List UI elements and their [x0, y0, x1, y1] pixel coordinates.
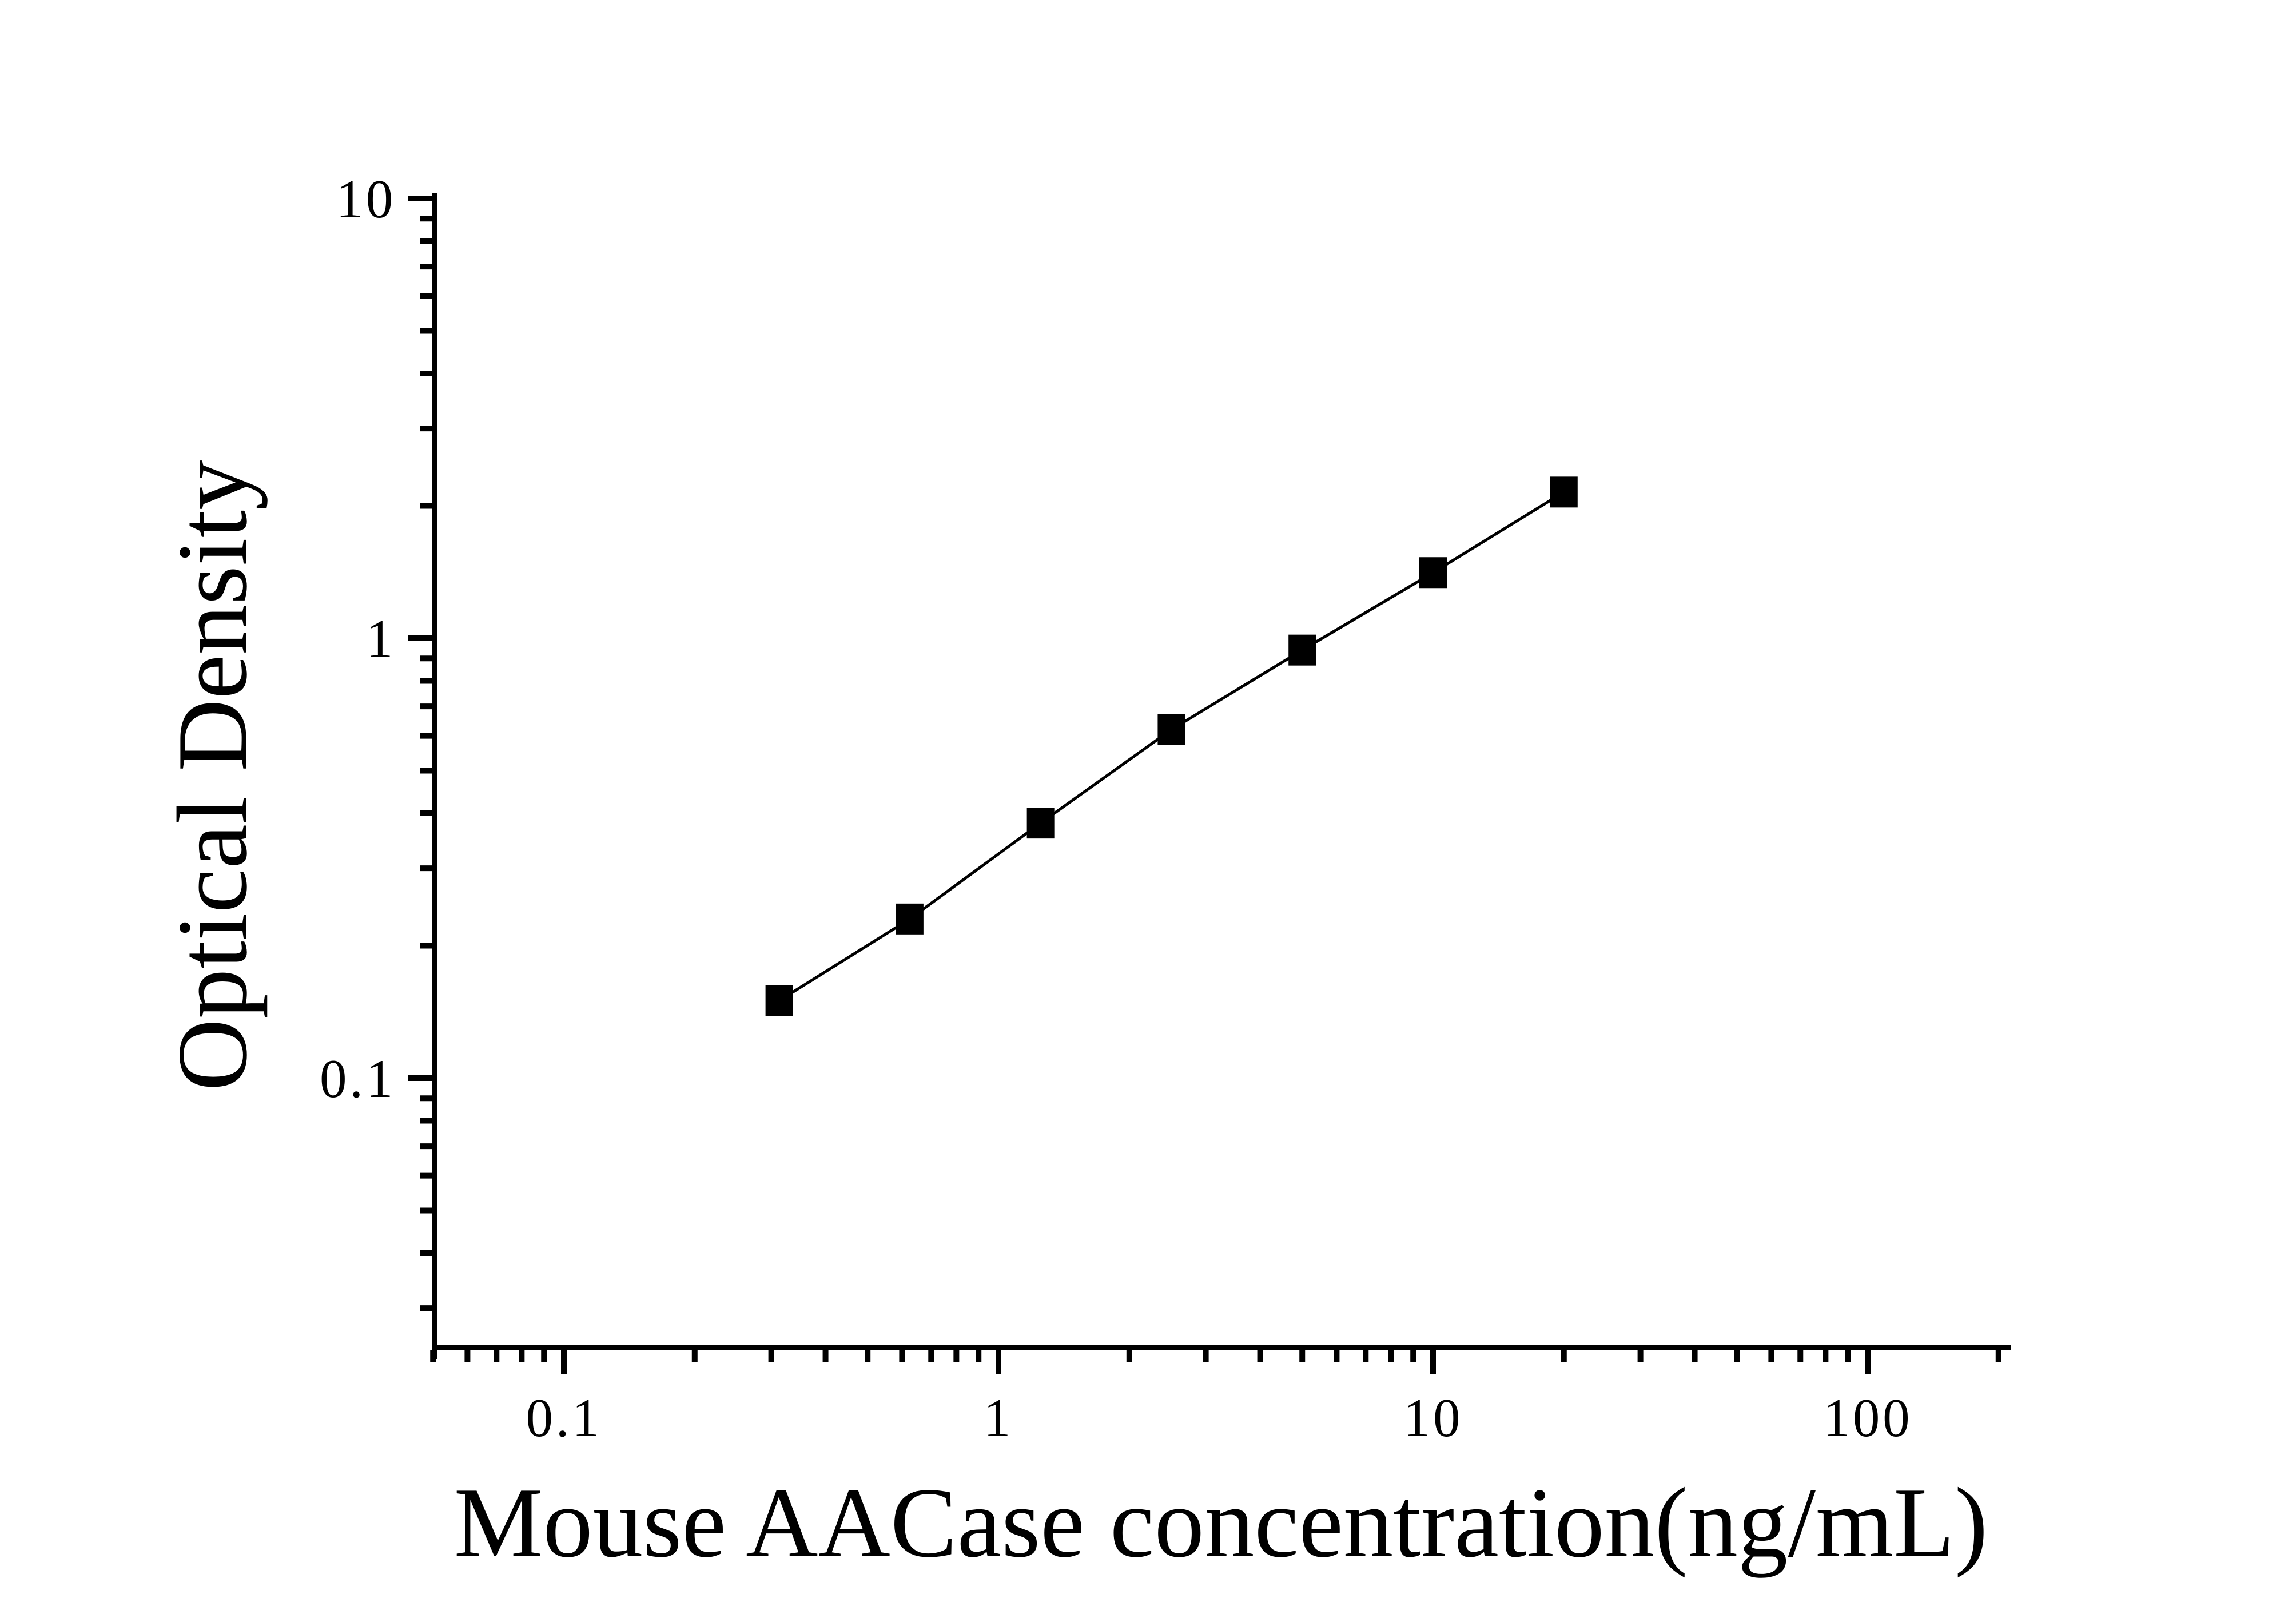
x-tick-label: 100	[1823, 1388, 1913, 1448]
x-axis-title: Mouse AACase concentration(ng/mL)	[454, 1467, 1988, 1578]
chart-background	[23, 9, 2296, 1614]
y-axis: 0.1 1 10	[320, 169, 437, 1359]
data-point-marker	[765, 985, 793, 1016]
data-point-marker	[896, 903, 924, 935]
x-axis: 0.1 1 10 100	[430, 1345, 2011, 1448]
data-point-marker	[1419, 557, 1447, 589]
data-series	[765, 476, 1578, 1016]
x-tick-label: 10	[1403, 1388, 1463, 1448]
standard-curve-chart: 0.1 1 10 0.1 1 10 100 Mouse AACase concentrat…	[23, 9, 2296, 1614]
data-point-marker	[1157, 714, 1185, 745]
y-tick-label: 1	[366, 609, 396, 669]
data-point-marker	[1288, 634, 1316, 666]
data-point-marker	[1026, 808, 1055, 839]
data-point-marker	[1550, 476, 1578, 508]
chart-canvas: 0.1 1 10 0.1 1 10 100 Mouse AACase concentrat…	[23, 9, 2296, 1614]
x-tick-label: 1	[984, 1388, 1013, 1448]
y-axis-title: Optical Density	[157, 460, 268, 1091]
x-tick-label: 0.1	[526, 1388, 602, 1448]
y-tick-label: 0.1	[320, 1048, 396, 1109]
y-tick-label: 10	[336, 169, 396, 229]
